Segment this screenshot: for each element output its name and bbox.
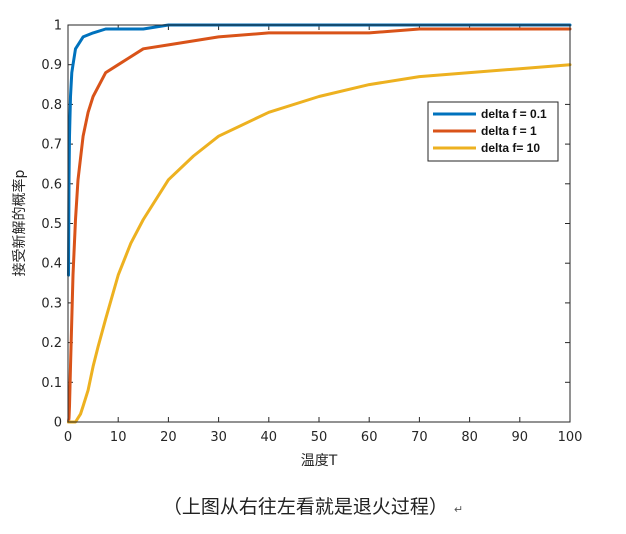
plot-area-frame: [67, 24, 571, 423]
y-tick-label: 0.3: [41, 296, 62, 311]
y-tick-label: 0.8: [41, 98, 62, 113]
y-tick-label: 0.2: [41, 336, 62, 351]
tick-layer: 0 10 20 30 40 50 60 70 80 90 100 0 0.1 0.2 0.3 0.4 0.5 0.…: [41, 19, 582, 446]
x-tick-label: 50: [311, 430, 328, 445]
y-tick-label: 0.5: [41, 217, 62, 232]
x-tick-label: 10: [110, 430, 127, 445]
series-line-1: [67, 27, 572, 424]
x-tick-label: 60: [361, 430, 378, 445]
legend-label-2: delta f= 10: [481, 141, 540, 155]
y-tick-label: 0.7: [41, 138, 62, 153]
y-tick-label: 0.6: [41, 177, 62, 192]
x-tick-label: 30: [210, 430, 227, 445]
caption-text: （上图从右往左看就是退火过程）: [162, 496, 448, 518]
legend-label-0: delta f = 0.1: [481, 107, 547, 121]
y-tick-label: 0: [54, 416, 62, 431]
return-mark: ↵: [453, 503, 464, 516]
series-layer: [67, 23, 572, 424]
y-axis-label: 接受新解的概率p: [11, 169, 28, 276]
series-line-2: [67, 63, 572, 424]
y-tick-label: 1: [54, 19, 62, 34]
x-tick-label: 40: [261, 430, 278, 445]
x-tick-label: 20: [160, 430, 177, 445]
caption: （上图从右往左看就是退火过程） ↵: [0, 492, 626, 519]
legend: delta f = 0.1 delta f = 1 delta f= 10: [427, 101, 559, 162]
x-tick-label: 90: [512, 430, 529, 445]
x-tick-label: 100: [558, 430, 583, 445]
x-tick-label: 70: [411, 430, 428, 445]
x-tick-label: 80: [461, 430, 478, 445]
y-tick-label: 0.1: [41, 376, 62, 391]
y-tick-label: 0.9: [41, 58, 62, 73]
x-tick-label: 0: [64, 430, 72, 445]
legend-label-1: delta f = 1: [481, 124, 537, 138]
x-axis-label: 温度T: [301, 453, 338, 469]
y-tick-label: 0.4: [41, 257, 62, 272]
